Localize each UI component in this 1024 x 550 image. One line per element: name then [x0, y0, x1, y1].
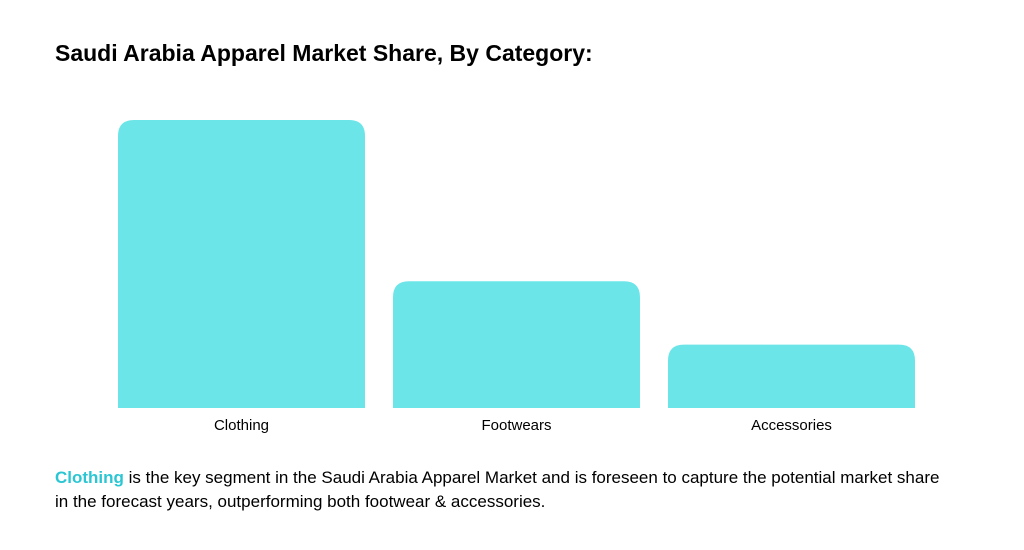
x-tick-label-accessories: Accessories [751, 417, 832, 434]
x-tick-label-footwears: Footwears [481, 417, 551, 434]
caption-text: Clothing is the key segment in the Saudi… [55, 466, 955, 514]
caption-rest: is the key segment in the Saudi Arabia A… [55, 468, 940, 511]
caption-highlight: Clothing [55, 468, 124, 487]
bar-accessories [668, 344, 915, 408]
bar-footwears [393, 281, 640, 408]
bar-clothing [118, 120, 365, 408]
x-tick-label-clothing: Clothing [214, 417, 269, 434]
chart-title: Saudi Arabia Apparel Market Share, By Ca… [55, 40, 593, 66]
